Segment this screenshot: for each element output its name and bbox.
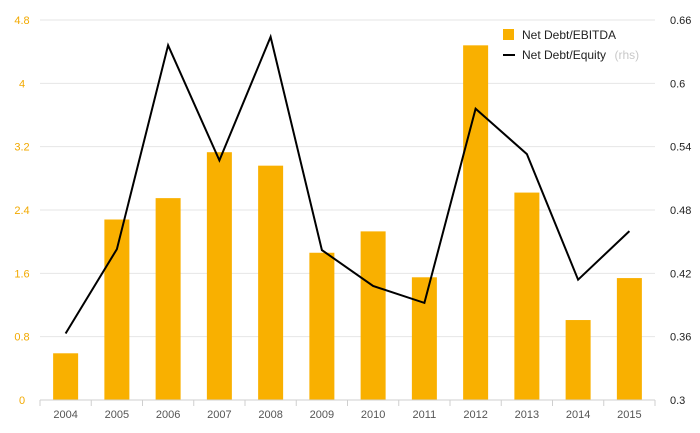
- x-axis-tick-label: 2009: [310, 409, 334, 421]
- bar: [565, 320, 591, 400]
- left-axis-tick-label: 0: [19, 395, 25, 407]
- bar: [206, 152, 232, 400]
- x-axis-tick-label: 2012: [463, 409, 487, 421]
- bar: [514, 192, 540, 400]
- x-axis-tick-label: 2006: [156, 409, 180, 421]
- x-axis-tick-label: 2014: [566, 409, 590, 421]
- x-axis-tick-label: 2008: [258, 409, 282, 421]
- left-axis-tick-label: 4.8: [14, 15, 29, 27]
- x-axis-tick-label: 2011: [413, 409, 437, 421]
- axes: 0 0.8 1.6 2.4 3.2 4 4.8 0.3 0.36 0.42 0.48 0.54 0.6 0…: [14, 15, 691, 421]
- right-axis-tick-label: 0.36: [670, 332, 691, 344]
- legend-label-bar: Net Debt/EBITDA: [522, 28, 616, 42]
- right-axis-tick-label: 0.42: [670, 268, 691, 280]
- right-axis-tick-label: 0.48: [670, 205, 691, 217]
- legend-swatch-bar: [503, 29, 514, 40]
- legend: Net Debt/EBITDA Net Debt/Equity (rhs): [503, 28, 639, 63]
- left-axis-tick-label: 3.2: [14, 142, 29, 154]
- bar: [309, 252, 335, 400]
- left-axis-tick-label: 2.4: [14, 205, 29, 217]
- legend-label-line: Net Debt/Equity: [522, 48, 606, 62]
- bar: [616, 278, 642, 400]
- legend-label-line-suffix: (rhs): [615, 48, 640, 62]
- bar: [258, 165, 284, 400]
- x-axis-tick-label: 2015: [617, 409, 641, 421]
- bar: [411, 277, 437, 400]
- bar: [360, 231, 386, 400]
- x-axis-tick-label: 2005: [105, 409, 129, 421]
- bar: [155, 198, 181, 400]
- x-axis-tick-label: 2010: [361, 409, 385, 421]
- x-axis-tick-label: 2013: [515, 409, 539, 421]
- bar-series-net-debt-ebitda: [53, 45, 642, 400]
- left-axis-tick-label: 4: [19, 78, 25, 90]
- gridlines: [40, 19, 655, 338]
- right-axis-tick-label: 0.66: [670, 15, 691, 27]
- line-series-net-debt-equity: [64, 33, 631, 335]
- right-axis-tick-label: 0.3: [670, 395, 685, 407]
- x-axis-tick-label: 2004: [53, 409, 77, 421]
- left-axis-tick-label: 0.8: [14, 332, 29, 344]
- bar: [53, 353, 79, 400]
- left-axis-tick-label: 1.6: [14, 268, 29, 280]
- x-axis-tick-label: 2007: [207, 409, 231, 421]
- legend-label-line-group: Net Debt/Equity (rhs): [522, 46, 639, 63]
- right-axis-tick-label: 0.6: [670, 78, 685, 90]
- bar: [463, 45, 489, 400]
- right-axis-tick-label: 0.54: [670, 142, 691, 154]
- line-path: [64, 33, 631, 335]
